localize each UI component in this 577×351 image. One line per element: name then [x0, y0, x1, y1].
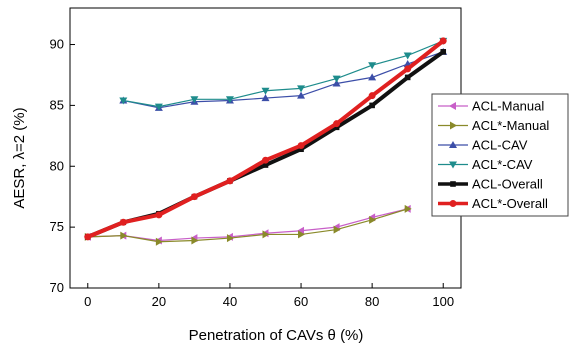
x-axis-label: Penetration of CAVs θ (%): [189, 327, 364, 344]
data-point: [262, 156, 269, 164]
legend-label: ACL*-CAV: [472, 157, 533, 172]
data-point: [298, 146, 304, 153]
data-point: [154, 103, 163, 111]
data-point: [404, 65, 412, 73]
data-point: [297, 142, 305, 150]
legend-label: ACL*-Manual: [472, 118, 549, 133]
data-point: [403, 52, 412, 60]
legend-label: ACL-CAV: [472, 138, 528, 153]
data-point: [404, 204, 412, 213]
data-point: [225, 96, 234, 104]
data-point: [369, 215, 377, 224]
legend-marker: [450, 181, 456, 187]
y-tick-label: 85: [50, 97, 64, 112]
data-point: [332, 75, 341, 83]
data-point: [120, 231, 128, 240]
legend-item: ACL*-CAV: [438, 157, 533, 172]
legend-box: [431, 93, 569, 217]
legend-item: ACL-Manual: [438, 99, 544, 114]
legend-label: ACL*-Overall: [472, 196, 548, 211]
x-tick-label: 100: [432, 294, 454, 309]
data-point: [368, 62, 377, 70]
legend-item: ACL-Overall: [438, 177, 543, 192]
series-layer: [83, 37, 448, 246]
series-acl-star-manual: [84, 204, 412, 246]
data-point: [297, 85, 306, 93]
legend-marker: [449, 161, 457, 169]
series-line: [123, 40, 444, 108]
series-line: [87, 50, 445, 239]
data-point: [262, 162, 269, 168]
data-point: [333, 120, 341, 128]
series-line: [123, 51, 444, 109]
data-point: [190, 96, 199, 104]
data-point: [119, 97, 128, 105]
data-point: [439, 37, 447, 45]
series-acl-overall: [84, 49, 447, 240]
data-point: [261, 87, 270, 95]
legend-label: ACL-Manual: [472, 99, 544, 114]
data-point: [369, 102, 375, 109]
data-point: [155, 211, 163, 219]
legend-marker: [449, 141, 457, 148]
data-point: [332, 79, 341, 87]
axis-ticks: 0 20 40 60 80 100 70 75 80 85 90: [50, 37, 455, 309]
data-point: [440, 49, 447, 55]
data-point: [119, 218, 127, 226]
plot-frame: [69, 7, 462, 289]
data-point: [333, 225, 341, 234]
legend: ACL-Manual ACL*-Manual ACL-CAV ACL*-CAV ACL-…: [431, 93, 569, 217]
data-point: [226, 234, 234, 243]
y-axis-label-group: AESR, λ=2 (%): [11, 107, 28, 208]
data-point: [262, 230, 270, 239]
y-tick-label: 70: [50, 280, 64, 295]
series-acl-manual: [83, 204, 411, 245]
x-tick-label: 20: [152, 294, 166, 309]
data-point: [368, 73, 377, 81]
series-acl-cav: [119, 47, 448, 111]
data-point: [368, 92, 376, 100]
data-point: [155, 237, 163, 246]
y-tick-label: 80: [50, 158, 64, 173]
series-acl-star-overall: [84, 37, 447, 241]
legend-label: ACL-Overall: [472, 177, 543, 192]
legend-marker: [449, 102, 456, 110]
x-tick-label: 60: [294, 294, 308, 309]
y-tick-label: 90: [50, 37, 64, 52]
data-point: [190, 193, 198, 201]
data-point: [191, 236, 199, 245]
data-point: [404, 74, 411, 81]
x-tick-label: 0: [84, 294, 91, 309]
data-point: [333, 124, 340, 131]
legend-item: ACL*-Overall: [438, 196, 548, 211]
legend-item: ACL-CAV: [438, 138, 528, 153]
x-tick-label: 80: [365, 294, 379, 309]
data-point: [298, 230, 306, 239]
x-tick-label: 40: [223, 294, 237, 309]
legend-marker: [450, 121, 457, 130]
y-axis-label: AESR, λ=2 (%): [11, 107, 28, 208]
legend-item: ACL*-Manual: [438, 118, 549, 133]
data-point: [297, 91, 306, 99]
y-tick-label: 75: [50, 219, 64, 234]
series-line: [87, 208, 408, 243]
data-point: [261, 94, 270, 102]
data-point: [297, 226, 305, 235]
data-point: [84, 233, 92, 241]
legend-marker: [449, 200, 457, 207]
data-point: [226, 177, 234, 185]
